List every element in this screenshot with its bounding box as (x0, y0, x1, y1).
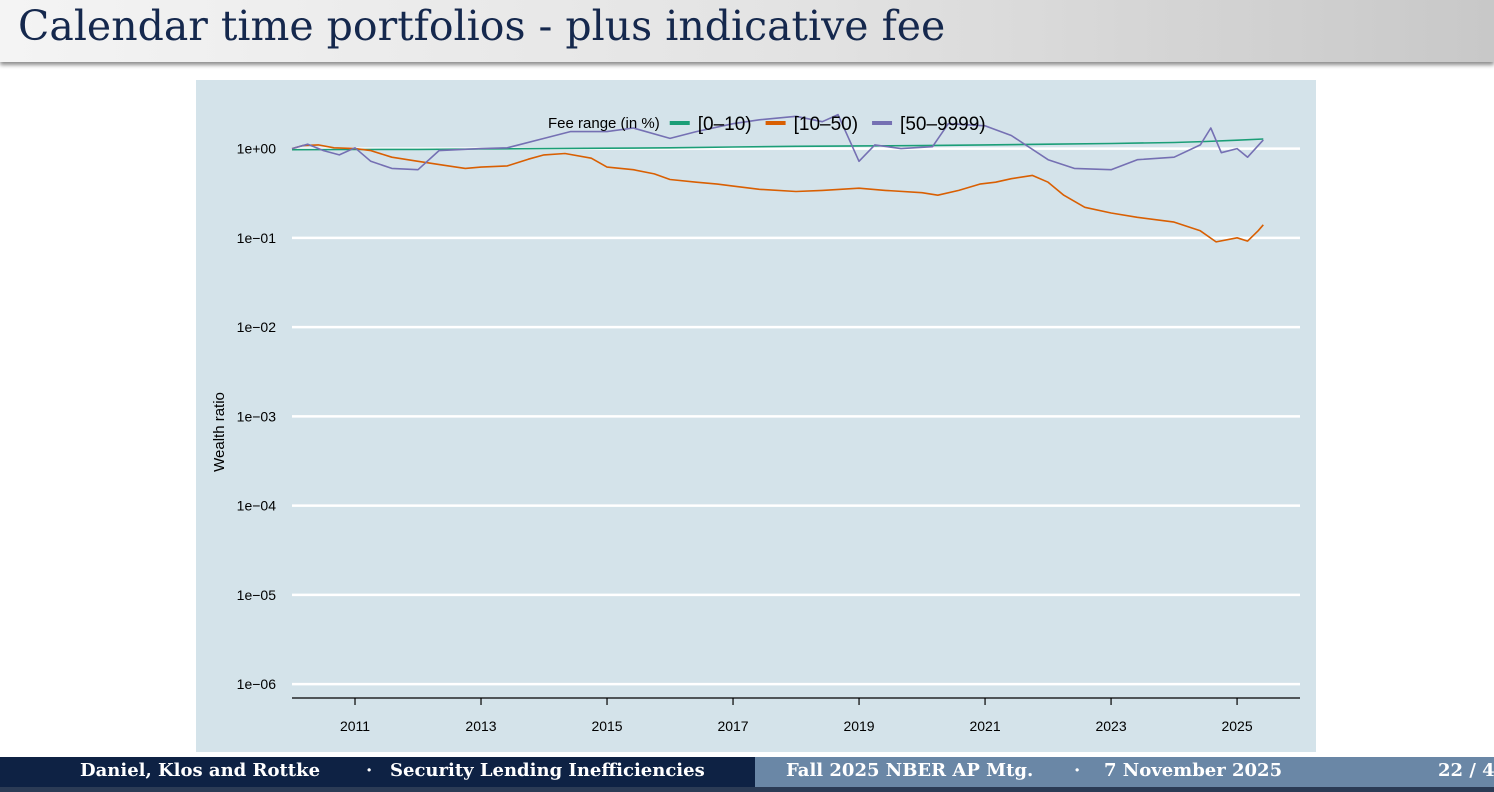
x-tick-label: 2021 (969, 718, 1000, 734)
footer-page-number: 22 / 4 (1438, 760, 1494, 781)
x-tick-label: 2019 (843, 718, 874, 734)
legend: Fee range (in %) [0–10) [10–50) [50–9999) (548, 114, 986, 135)
y-tick-label: 1e−05 (237, 587, 277, 603)
x-tick-label: 2011 (340, 718, 370, 734)
gridlines (292, 147, 1300, 686)
series-line (291, 113, 1264, 171)
footer-talk-title: Security Lending Inefficiencies (390, 760, 705, 781)
series-line (291, 144, 1264, 243)
footer: Daniel, Klos and Rottke · Security Lendi… (0, 757, 1494, 792)
x-tick-label: 2015 (591, 718, 622, 734)
footer-left-band: Daniel, Klos and Rottke · Security Lendi… (0, 757, 755, 787)
footer-separator: · (1074, 760, 1081, 781)
wealth-ratio-chart: 1e+00 1e−01 1e−02 1e−03 1e−04 1e−05 1e−06 2011 2… (211, 113, 1300, 734)
footer-right-band: Fall 2025 NBER AP Mtg. · 7 November 2025… (755, 757, 1494, 787)
slide-title-bar: Calendar time portfolios - plus indicati… (0, 0, 1494, 62)
y-tick-label: 1e−01 (237, 230, 277, 246)
x-tick-label: 2025 (1221, 718, 1252, 734)
footer-date: 7 November 2025 (1104, 760, 1283, 781)
y-axis-label: Wealth ratio (211, 392, 228, 472)
x-tick-label: 2013 (465, 718, 496, 734)
y-tick-label: 1e−06 (237, 676, 277, 692)
footer-venue: Fall 2025 NBER AP Mtg. (786, 760, 1034, 781)
y-tick-label: 1e−02 (237, 319, 277, 335)
legend-label: [0–10) (698, 114, 752, 135)
legend-label: [10–50) (794, 114, 858, 135)
footer-separator: · (366, 760, 373, 781)
legend-label: [50–9999) (900, 114, 986, 135)
footer-strip (0, 787, 1494, 792)
y-tick-label: 1e−04 (237, 498, 277, 514)
x-tick-label: 2023 (1095, 718, 1126, 734)
footer-authors: Daniel, Klos and Rottke (80, 760, 321, 781)
x-tick-label: 2017 (717, 718, 748, 734)
chart-panel: 1e+00 1e−01 1e−02 1e−03 1e−04 1e−05 1e−06 2011 2… (196, 80, 1316, 752)
series-lines (291, 113, 1264, 243)
axes: 1e+00 1e−01 1e−02 1e−03 1e−04 1e−05 1e−06 2011 2… (237, 141, 1300, 734)
legend-title: Fee range (in %) (548, 115, 660, 132)
y-tick-label: 1e−03 (237, 408, 277, 424)
slide-title: Calendar time portfolios - plus indicati… (18, 2, 946, 50)
y-tick-label: 1e+00 (237, 141, 277, 157)
